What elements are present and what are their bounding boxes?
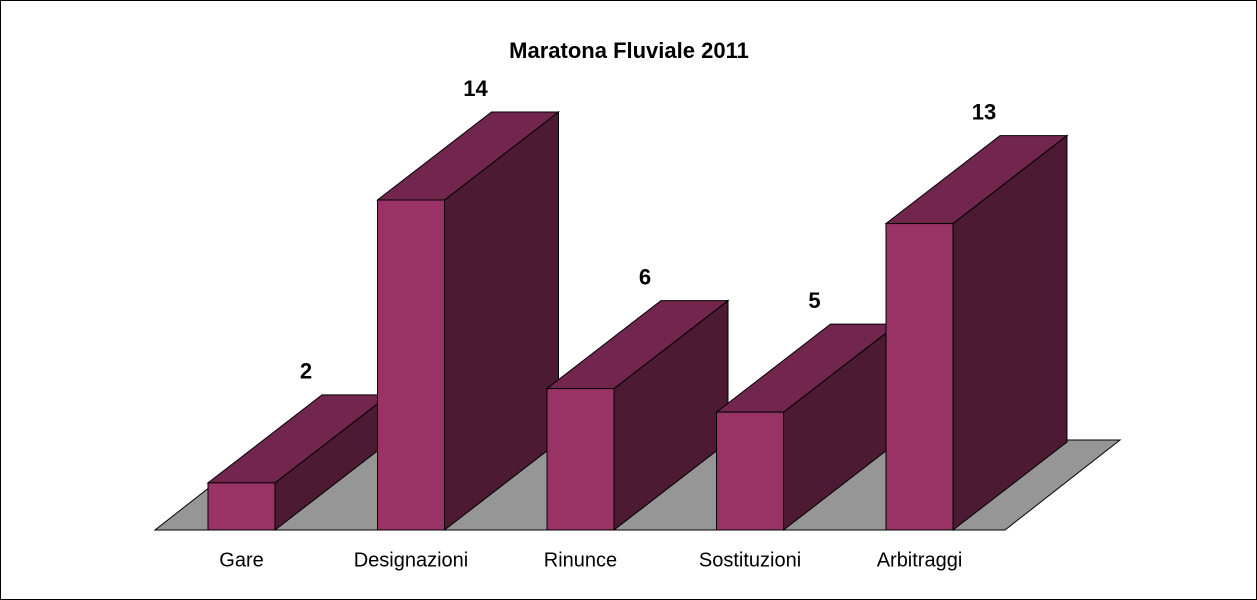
value-label: 14 bbox=[463, 76, 488, 101]
bar bbox=[546, 388, 615, 531]
x-tick-label: Arbitraggi bbox=[877, 549, 963, 571]
x-tick-label: Sostituzioni bbox=[699, 549, 801, 571]
chart-title: Maratona Fluviale 2011 bbox=[509, 38, 749, 63]
x-tick-label: Rinunce bbox=[544, 549, 617, 571]
bar bbox=[716, 411, 784, 531]
bar bbox=[885, 223, 954, 531]
x-tick-label: Gare bbox=[219, 549, 263, 571]
x-tick-label: Designazioni bbox=[354, 549, 469, 571]
value-label: 2 bbox=[300, 359, 312, 384]
value-label: 5 bbox=[808, 288, 820, 313]
value-label: 6 bbox=[639, 264, 651, 289]
bar bbox=[377, 199, 445, 531]
bar bbox=[207, 482, 276, 531]
value-label: 13 bbox=[972, 99, 996, 124]
